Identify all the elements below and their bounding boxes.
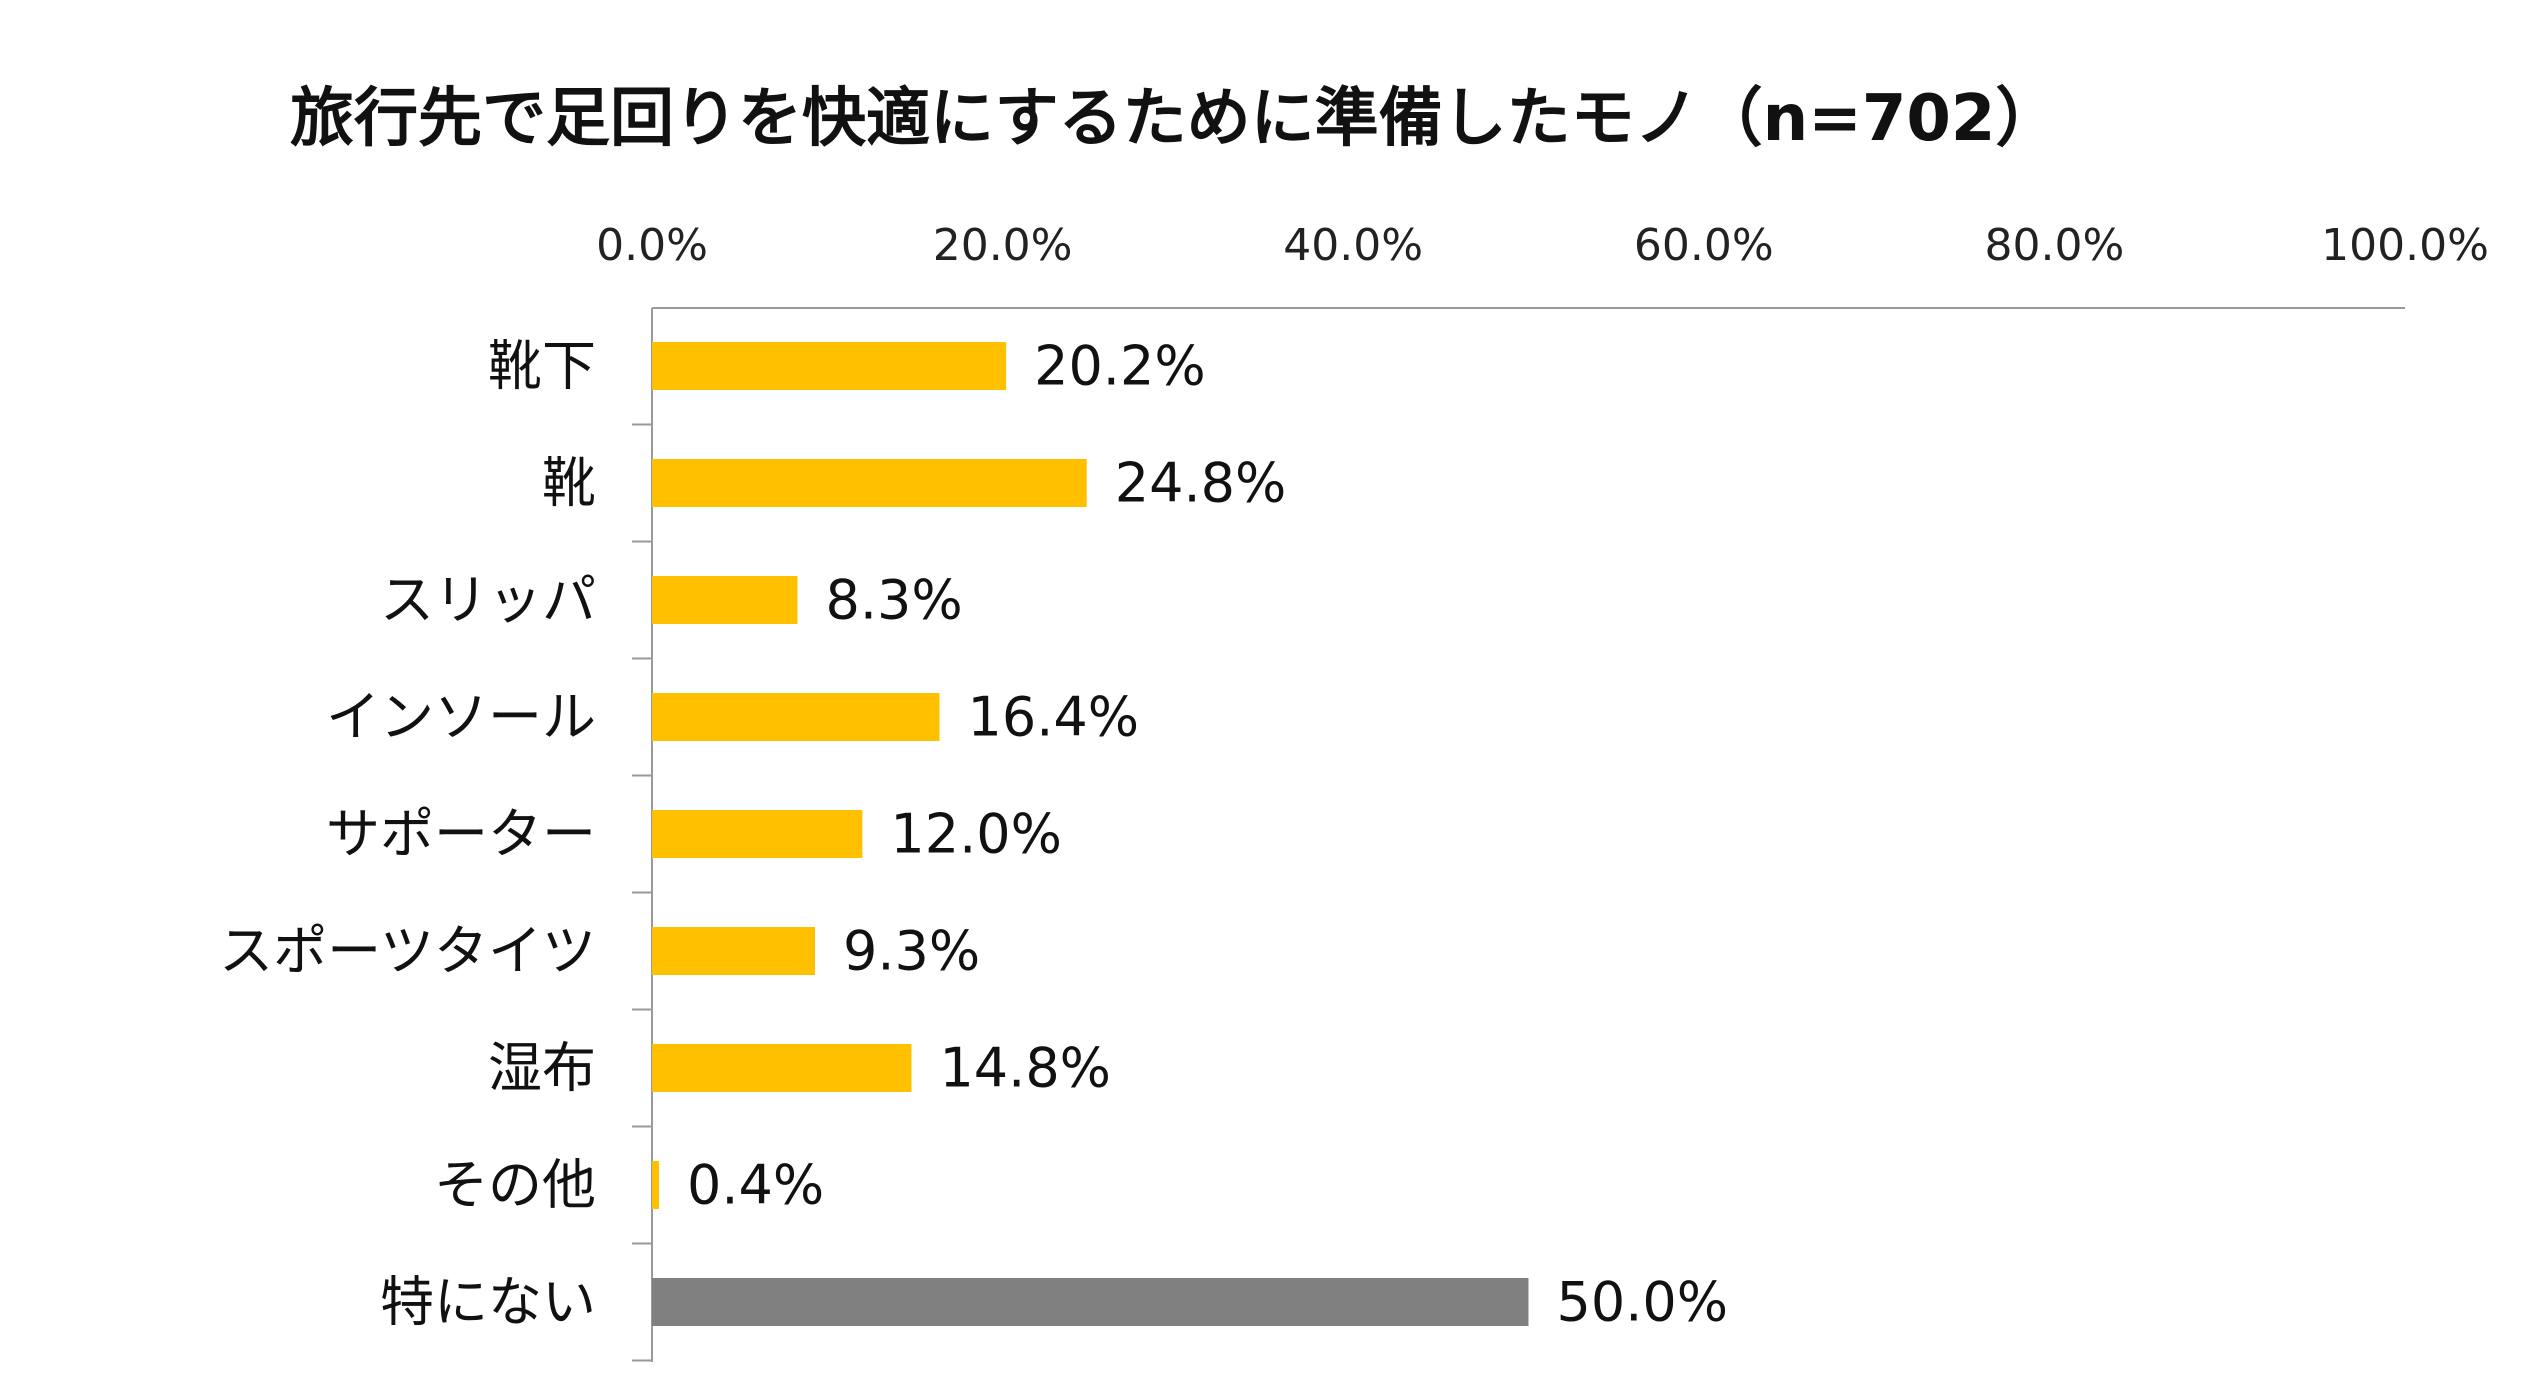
x-tick-labels: 0.0% 20.0% 40.0% 60.0% 80.0% 100.0%: [596, 220, 2489, 271]
category-label: 靴下: [488, 335, 596, 398]
bar: [652, 459, 1087, 507]
data-label: 8.3%: [825, 569, 962, 632]
bar: [652, 693, 940, 741]
bar: [652, 1161, 660, 1209]
x-tick-label: 100.0%: [2321, 220, 2489, 271]
category-label: スリッパ: [380, 569, 596, 632]
x-tick-label: 80.0%: [1985, 220, 2125, 271]
x-tick-label: 40.0%: [1283, 220, 1423, 271]
category-label: インソール: [326, 686, 596, 749]
data-label: 50.0%: [1557, 1271, 1729, 1334]
category-label: サポーター: [326, 803, 596, 866]
data-label: 0.4%: [687, 1154, 824, 1217]
category-label: その他: [434, 1154, 596, 1217]
data-label: 24.8%: [1115, 452, 1287, 515]
data-label: 9.3%: [843, 920, 980, 983]
data-label: 14.8%: [939, 1037, 1111, 1100]
bar: [652, 1278, 1529, 1326]
chart-title: 旅行先で足回りを快適にするために準備したモノ（n=702）: [290, 82, 2059, 156]
category-label: 湿布: [488, 1037, 596, 1100]
data-label: 20.2%: [1034, 335, 1206, 398]
bar: [652, 1044, 912, 1092]
bars: [652, 342, 1529, 1326]
category-label: 特にない: [380, 1271, 596, 1334]
data-label: 12.0%: [890, 803, 1062, 866]
bar: [652, 576, 798, 624]
category-label: スポーツタイツ: [219, 920, 596, 983]
bar: [652, 927, 816, 975]
x-tick-label: 20.0%: [933, 220, 1073, 271]
data-label: 16.4%: [967, 686, 1139, 749]
data-labels: 20.2% 24.8% 8.3%16.4% 12.0% 9.3% 14.8% 0.4% 50.…: [687, 335, 1728, 1334]
x-tick-label: 0.0%: [596, 220, 708, 271]
bar: [652, 342, 1007, 390]
x-tick-label: 60.0%: [1634, 220, 1774, 271]
category-label: 靴: [542, 452, 596, 515]
bar: [652, 810, 863, 858]
